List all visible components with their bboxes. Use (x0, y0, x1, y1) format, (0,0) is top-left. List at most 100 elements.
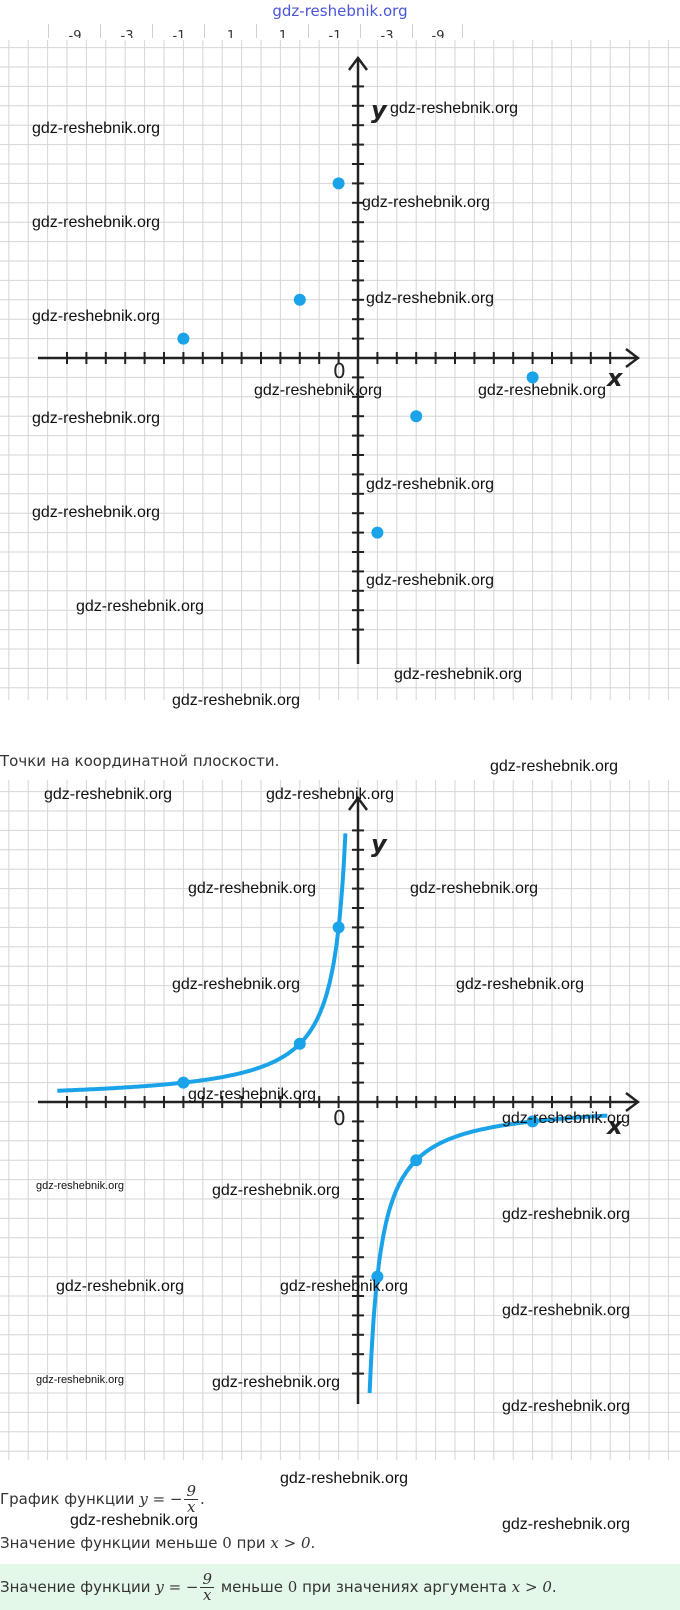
text-fragment: График функции (0, 1490, 135, 1508)
table-cell: 1 (206, 24, 257, 38)
condition: x > 0 (511, 1578, 552, 1596)
text-fragment: меньше (220, 1578, 283, 1596)
text-fragment: Значение функции меньше (0, 1534, 218, 1552)
graph-point (371, 1270, 384, 1283)
x-axis-label: x (606, 364, 624, 392)
data-points (177, 177, 539, 539)
graph-point (293, 1037, 306, 1050)
graph-point (332, 921, 345, 934)
equation: y = − (155, 1578, 199, 1596)
watermark: gdz-reshebnik.org (366, 290, 495, 307)
watermark: gdz-reshebnik.org (478, 382, 607, 399)
watermark: gdz-reshebnik.org (32, 308, 161, 325)
graph-figure: x y 0 (0, 780, 680, 1460)
watermark: gdz-reshebnik.org (32, 504, 161, 521)
watermark: gdz-reshebnik.org (280, 1278, 409, 1295)
watermark: gdz-reshebnik.org (254, 382, 383, 399)
graph-point (410, 1154, 423, 1167)
equation: y = − (139, 1490, 183, 1508)
watermark: gdz-reshebnik.org (502, 1206, 631, 1223)
watermark: gdz-reshebnik.org (280, 1470, 409, 1487)
text-fragment: Значение функции (0, 1578, 151, 1596)
x-axis-arrow (625, 1092, 641, 1112)
watermark: gdz-reshebnik.org (36, 1374, 125, 1386)
y-axis-label: y (371, 96, 388, 124)
curve-branch-left (57, 833, 348, 1093)
watermark: gdz-reshebnik.org (44, 786, 173, 803)
data-point (526, 371, 539, 384)
watermark: gdz-reshebnik.org (172, 692, 301, 709)
watermark: gdz-reshebnik.org (366, 476, 495, 493)
watermark: gdz-reshebnik.org (394, 666, 523, 683)
math-zero: 0 (287, 1578, 298, 1596)
graph-points (177, 921, 539, 1283)
table-cell: -1 (154, 24, 205, 38)
table-cell: -9 (414, 24, 463, 38)
table-cell: -3 (102, 24, 153, 38)
watermark: gdz-reshebnik.org (490, 758, 619, 775)
table-cell (0, 24, 49, 38)
condition: x > 0 (270, 1534, 311, 1552)
numerator: 9 (184, 1482, 199, 1500)
data-point (410, 410, 423, 423)
watermark: gdz-reshebnik.org (502, 1302, 631, 1319)
axes (38, 55, 641, 664)
text-line-1: График функции y = −9 x. (0, 1484, 205, 1515)
watermark: gdz-reshebnik.org (172, 976, 301, 993)
y-axis-arrow (348, 55, 368, 71)
watermark: gdz-reshebnik.org (32, 410, 161, 427)
data-point (177, 332, 190, 345)
figure-caption: Точки на координатной плоскости. (0, 752, 280, 770)
text-line-2: Значение функции меньше 0 при x > 0. (0, 1534, 315, 1552)
x-axis-arrow (625, 348, 641, 368)
site-link[interactable]: gdz-reshebnik.org (272, 2, 408, 20)
watermark: gdz-reshebnik.org (502, 1516, 631, 1533)
origin-label: 0 (333, 1106, 346, 1130)
text-fragment: . (310, 1534, 316, 1552)
watermark: gdz-reshebnik.org (32, 120, 161, 137)
answer-box: Значение функции y = −9 x меньше 0 при зн… (0, 1564, 680, 1610)
watermark: gdz-reshebnik.org (410, 880, 539, 897)
watermark: gdz-reshebnik.org (188, 880, 317, 897)
watermark: gdz-reshebnik.org (456, 976, 585, 993)
y-axis-arrow (348, 795, 368, 811)
axes (38, 795, 641, 1404)
numerator: 9 (200, 1570, 215, 1588)
table-cell: -9 (50, 24, 101, 38)
watermark: gdz-reshebnik.org (188, 1086, 317, 1103)
watermark: gdz-reshebnik.org (266, 786, 395, 803)
grid (0, 780, 680, 1460)
table-cell: -3 (362, 24, 413, 38)
watermark: gdz-reshebnik.org (32, 214, 161, 231)
curve-branch-right (367, 1113, 608, 1394)
watermark: gdz-reshebnik.org (56, 1278, 185, 1295)
scatter-figure: x y 0 (0, 40, 680, 700)
watermark: gdz-reshebnik.org (212, 1182, 341, 1199)
watermark: gdz-reshebnik.org (212, 1374, 341, 1391)
data-point (371, 526, 384, 539)
data-point (293, 293, 306, 306)
table-cell: -1 (310, 24, 361, 38)
text-fragment: при значениях аргумента (302, 1578, 507, 1596)
function-graph: x y 0 (0, 780, 680, 1460)
watermark: gdz-reshebnik.org (362, 194, 491, 211)
x-axis-label: x (606, 1112, 624, 1140)
table-cell: 1 (258, 24, 309, 38)
watermark: gdz-reshebnik.org (76, 598, 205, 615)
watermark: gdz-reshebnik.org (366, 572, 495, 589)
watermark: gdz-reshebnik.org (36, 1180, 125, 1192)
watermark: gdz-reshebnik.org (502, 1110, 631, 1127)
text-fragment: . (200, 1490, 205, 1508)
data-point (332, 177, 345, 190)
denominator: x (187, 1498, 196, 1516)
denominator: x (203, 1586, 212, 1604)
origin-label: 0 (333, 359, 346, 383)
watermark: gdz-reshebnik.org (390, 100, 519, 117)
graph-point (177, 1076, 190, 1089)
math-zero: 0 (222, 1534, 232, 1552)
y-axis-label: y (371, 830, 388, 858)
watermark: gdz-reshebnik.org (70, 1512, 199, 1529)
text-fragment: . (551, 1578, 557, 1596)
